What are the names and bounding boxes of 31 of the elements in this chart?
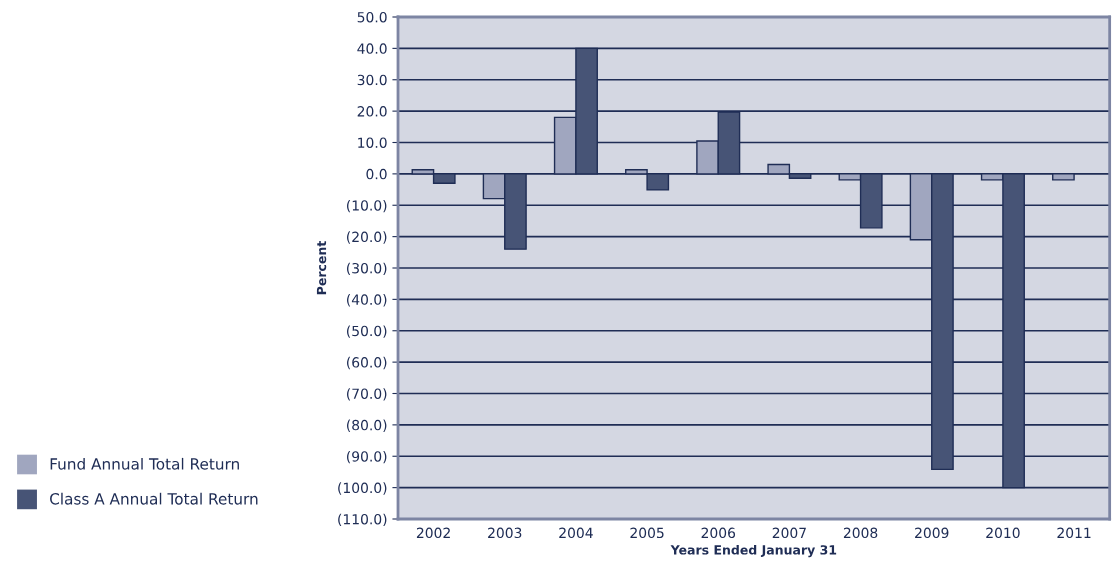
y-tick-label: (80.0) [347,419,387,432]
y-tick-label: (10.0) [347,199,387,213]
x-tick-label: 2002 [416,527,450,539]
y-tick-label: (30.0) [347,262,387,276]
x-tick-label: 2009 [915,527,949,539]
y-tick-label: 0.0 [366,168,387,180]
y-tick-label: 40.0 [357,43,387,54]
y-tick-label: (20.0) [347,231,387,244]
y-tick-label: (60.0) [347,356,387,370]
y-tick-label: (40.0) [347,294,387,307]
y-tick-label: (110.0) [338,513,387,527]
x-tick-label: 2003 [488,527,522,539]
y-tick-label: 10.0 [358,137,387,148]
y-tick-label: (50.0) [347,325,387,338]
x-tick-label: 2008 [843,527,878,539]
y-tick-label: (100.0) [338,482,387,495]
x-tick-label: 2011 [1057,527,1091,539]
x-tick-label: 2005 [630,527,664,539]
x-tick-label: 2004 [559,527,593,539]
x-axis-title: Years Ended January 31 [670,544,837,558]
y-tick-label: 20.0 [357,106,387,117]
y-tick-label: 50.0 [357,11,387,23]
x-tick-label: 2010 [986,527,1020,539]
x-tick-label: 2007 [772,527,806,539]
y-tick-label: 30.0 [357,74,387,86]
legend-label: Fund Annual Total Return [50,457,239,470]
y-tick-label: (90.0) [347,450,387,464]
legend-label: Class A Annual Total Return [50,492,258,505]
x-tick-label: 2006 [701,527,736,539]
y-tick-label: (70.0) [347,388,387,401]
y-axis-title: Percent [316,241,327,295]
